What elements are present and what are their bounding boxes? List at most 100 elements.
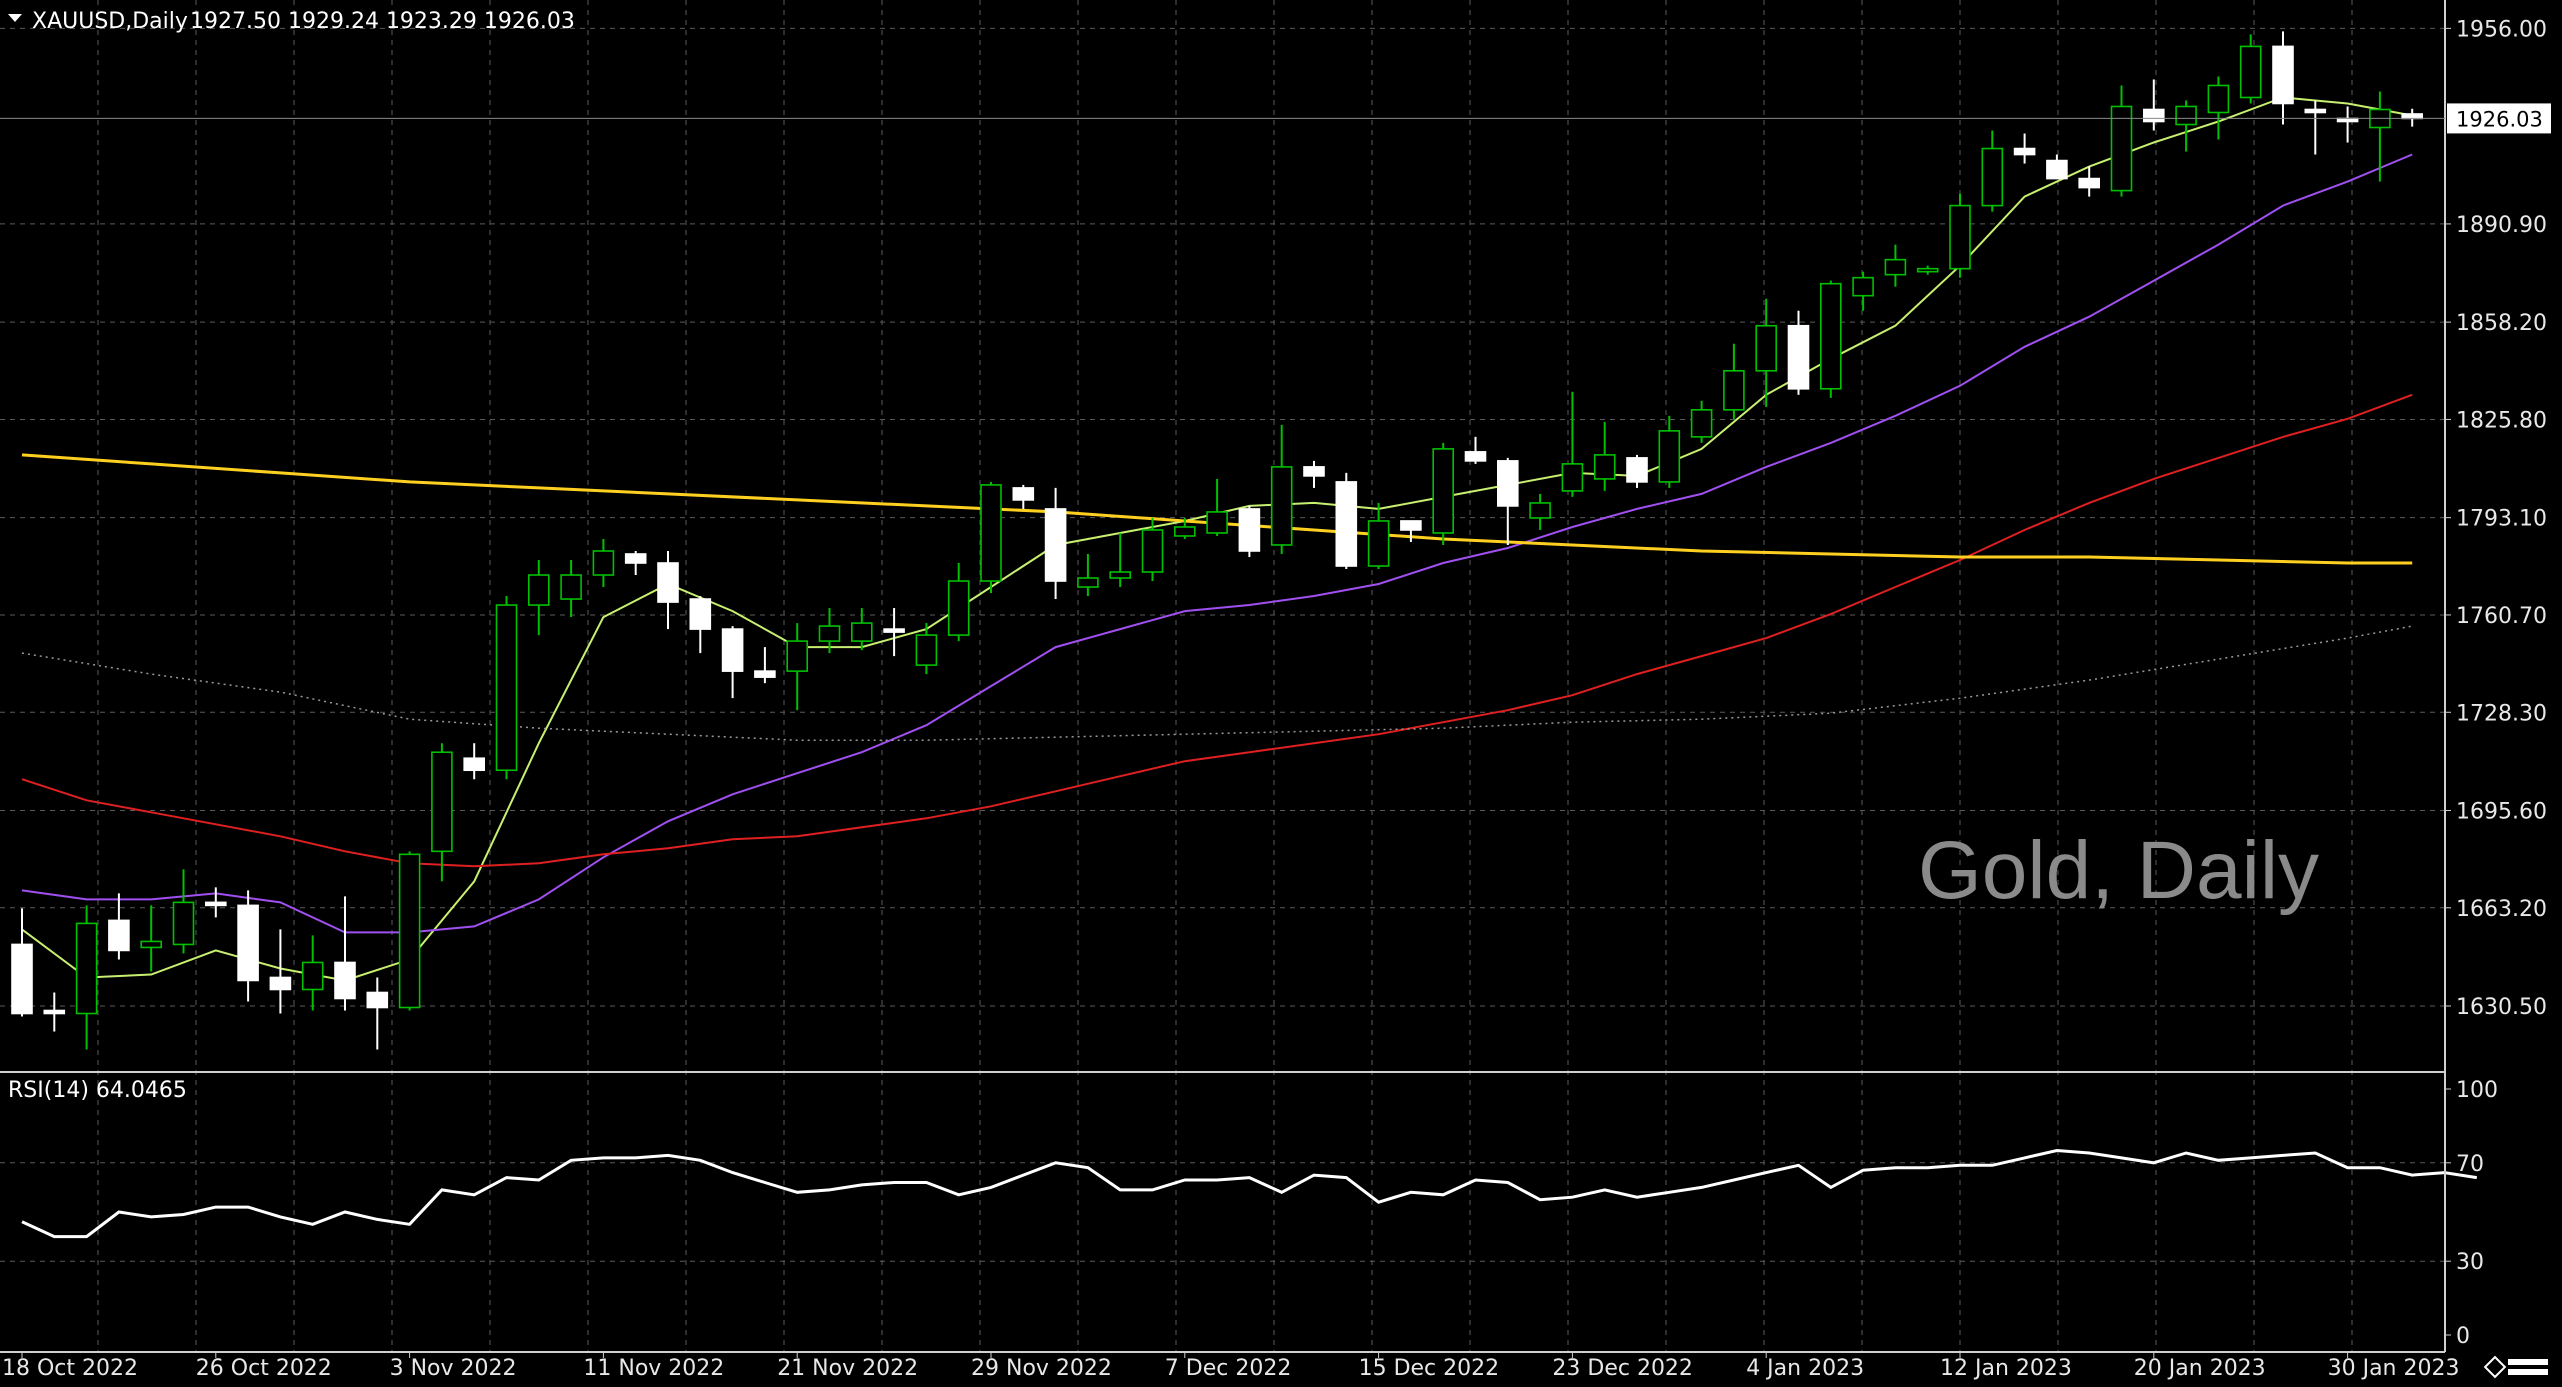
candle <box>2175 100 2197 152</box>
candle-body <box>1593 454 1616 480</box>
candle-body <box>1044 508 1067 582</box>
candle-body <box>915 634 938 666</box>
time-tick-label: 21 Nov 2022 <box>777 1356 918 1381</box>
candle <box>1464 436 1487 464</box>
sinosound-logo-icon <box>2483 1355 2548 1379</box>
candle <box>495 596 518 780</box>
candle <box>205 887 227 918</box>
time-tick-label: 3 Nov 2022 <box>390 1356 517 1381</box>
candle <box>818 608 841 654</box>
candle-body <box>527 574 550 606</box>
candle-body <box>108 919 130 952</box>
candle-body <box>43 1009 66 1015</box>
candle-body <box>1529 502 1551 519</box>
candle-body <box>786 640 809 672</box>
candle-body <box>1658 430 1681 483</box>
current-price-box <box>2447 103 2551 134</box>
chart-header[interactable]: XAUUSD,Daily 1927.50 1929.24 1923.29 192… <box>8 9 575 34</box>
symbol-label: XAUUSD,Daily <box>32 9 188 34</box>
time-tick-label: 20 Jan 2023 <box>2134 1356 2266 1381</box>
candle <box>1884 244 1907 287</box>
price-tick-label: 1858.20 <box>2456 311 2547 336</box>
candle-body <box>754 670 776 678</box>
candle <box>1981 130 2004 212</box>
candle <box>786 623 809 711</box>
current-price-label: 1926.03 <box>2456 107 2543 131</box>
rsi-tick-label: 30 <box>2456 1250 2484 1275</box>
candle-body <box>1916 267 1939 273</box>
time-tick-label: 12 Jan 2023 <box>1940 1356 2072 1381</box>
candle <box>689 596 712 654</box>
candle <box>1755 298 1777 407</box>
candle <box>1690 400 1713 443</box>
candle-body <box>140 940 162 949</box>
time-tick-label: 26 Oct 2022 <box>196 1356 332 1381</box>
candle-body <box>1141 529 1164 573</box>
rsi-tick-label: 100 <box>2456 1078 2498 1103</box>
candle-body <box>1270 466 1293 546</box>
candle-body <box>1852 276 1874 297</box>
rsi-panel <box>21 1148 2478 1239</box>
price-tick-label: 1630.50 <box>2456 995 2547 1020</box>
candle <box>1303 460 1325 488</box>
candle-body <box>560 574 582 600</box>
candle-body <box>947 580 970 636</box>
candle-body <box>301 961 324 991</box>
candle-body <box>2336 117 2359 123</box>
candle <box>657 550 679 630</box>
candle <box>947 563 970 642</box>
triangle-down-icon[interactable] <box>8 14 22 22</box>
candle-body <box>495 604 518 772</box>
candle-body <box>431 751 453 853</box>
candle-body <box>1884 258 1907 276</box>
candle-body <box>1787 324 1810 390</box>
candle <box>1916 265 1939 275</box>
candle <box>1561 391 1584 497</box>
candle <box>1820 280 1842 398</box>
candle-body <box>592 550 615 576</box>
time-axis[interactable]: 18 Oct 2022 26 Oct 2022 3 Nov 2022 11 Nov 2… <box>2 1352 2459 1381</box>
candle-body <box>172 901 195 946</box>
candle-body <box>1012 487 1035 501</box>
candle-body <box>1335 481 1358 567</box>
candle <box>75 905 98 1050</box>
candle <box>527 559 550 636</box>
candle-body <box>463 757 486 772</box>
candle <box>431 743 453 882</box>
candle <box>1723 343 1745 419</box>
time-tick-label: 4 Jan 2023 <box>1746 1356 1864 1381</box>
candle-body <box>2304 108 2327 114</box>
candle-body <box>883 628 905 633</box>
candle <box>237 890 259 1002</box>
candle-body <box>721 628 744 672</box>
candle <box>1787 310 1810 395</box>
moving-average-ma-dotted <box>21 625 2413 741</box>
candle <box>1238 505 1261 557</box>
price-axis[interactable]: 1956.00 1890.90 1858.20 1825.80 1793.10 1760.… <box>2445 17 2547 1020</box>
candle <box>2207 76 2230 140</box>
candle <box>1077 553 1099 597</box>
rsi-axis[interactable]: 100 70 30 0 <box>2445 1078 2498 1349</box>
candle <box>108 893 130 960</box>
time-tick-label: 7 Dec 2022 <box>1165 1356 1292 1381</box>
candle <box>140 905 162 972</box>
candle-body <box>2078 177 2100 189</box>
time-tick-label: 18 Oct 2022 <box>2 1356 138 1381</box>
rsi-tick-label: 70 <box>2456 1152 2484 1177</box>
candle-body <box>1690 409 1713 438</box>
candle-body <box>1981 147 2004 207</box>
candle-body <box>1077 577 1099 588</box>
rsi-label: RSI(14) 64.0465 <box>8 1078 187 1103</box>
time-tick-label: 11 Nov 2022 <box>583 1356 724 1381</box>
candle <box>560 559 582 618</box>
candle <box>1044 487 1067 600</box>
price-tick-label: 1728.30 <box>2456 701 2547 726</box>
candle-body <box>980 484 1002 582</box>
price-tick-label: 1793.10 <box>2456 507 2547 532</box>
candle-body <box>818 625 841 642</box>
candle <box>463 743 486 780</box>
candle <box>1949 193 1971 278</box>
grid <box>0 0 2445 1352</box>
